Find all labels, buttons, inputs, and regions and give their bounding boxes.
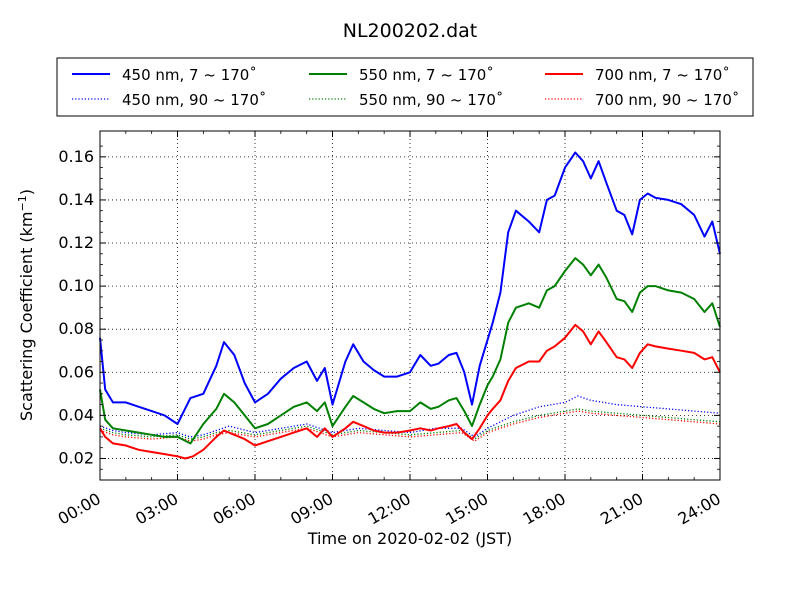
- legend: 450 nm, 7 ~ 170˚ 550 nm, 7 ~ 170˚ 700 nm, …: [56, 57, 754, 117]
- legend-label-3: 550 nm, 7 ~ 170˚: [359, 66, 494, 84]
- legend-label-4: 550 nm, 90 ~ 170˚: [359, 91, 503, 109]
- legend-label-2: 450 nm, 90 ~ 170˚: [122, 91, 266, 109]
- series-line-4: [99, 408, 721, 440]
- y-tick-label: 0.10: [58, 276, 94, 295]
- series-line-2: [99, 395, 721, 438]
- y-tick-labels: 0.02 0.04 0.06 0.08 0.10 0.12 0.14 0.16: [58, 147, 94, 468]
- x-axis-label: Time on 2020-02-02 (JST): [307, 529, 512, 548]
- series-line-6: [99, 410, 721, 442]
- legend-label-5: 700 nm, 7 ~ 170˚: [595, 66, 730, 84]
- y-axis-label-close: ): [17, 189, 36, 195]
- y-tick-label: 0.12: [58, 233, 94, 252]
- y-axis-label-superscript: −1: [16, 195, 29, 211]
- series-layer: [99, 151, 721, 460]
- y-tick-label: 0.16: [58, 147, 94, 166]
- y-axis-label-main: Scattering Coefficient (km: [17, 211, 36, 421]
- series-line-5: [99, 323, 721, 460]
- y-tick-label: 0.14: [58, 190, 94, 209]
- y-axis-label: Scattering Coefficient (km−1): [16, 189, 36, 421]
- plot-frame: [99, 130, 721, 481]
- y-tick-label: 0.04: [58, 405, 94, 424]
- series-line-1: [99, 151, 721, 425]
- legend-label-1: 450 nm, 7 ~ 170˚: [122, 66, 257, 84]
- y-tick-label: 0.02: [58, 448, 94, 467]
- y-tick-label: 0.08: [58, 319, 94, 338]
- grid: [100, 131, 720, 480]
- legend-label-6: 700 nm, 90 ~ 170˚: [595, 91, 739, 109]
- legend-box: [56, 57, 754, 117]
- chart-title: NL200202.dat: [343, 20, 478, 42]
- y-tick-label: 0.06: [58, 362, 94, 381]
- series-line-3: [99, 257, 721, 445]
